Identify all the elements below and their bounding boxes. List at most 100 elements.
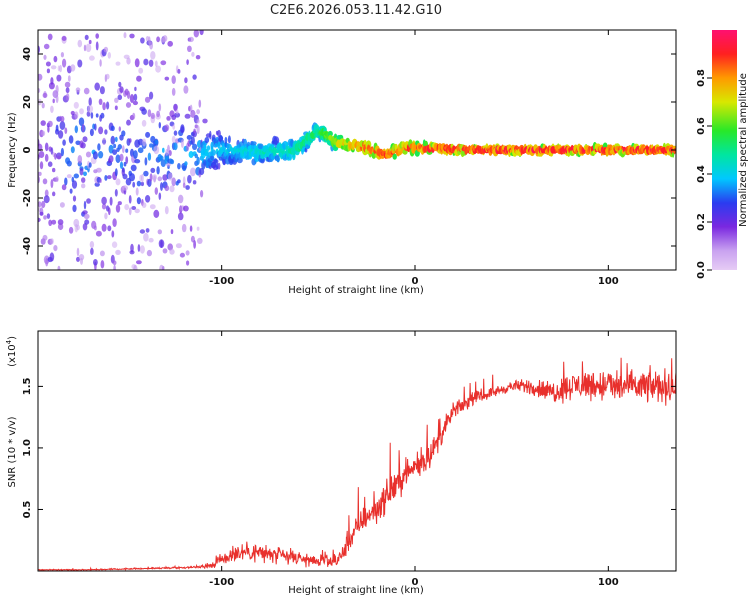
spectrogram-cell — [102, 102, 106, 111]
spectrogram-cell — [148, 237, 154, 243]
spectrogram-cell — [74, 111, 79, 120]
spectrogram-cell — [202, 118, 208, 124]
spectrogram-cell — [95, 33, 99, 39]
spectrogram-cell — [48, 219, 53, 226]
spectrogram-cell — [109, 196, 113, 206]
spectrogram-cell — [79, 108, 84, 115]
spectrogram-cell — [173, 104, 178, 112]
spectrogram-cell — [43, 54, 47, 60]
spectrogram-cell — [77, 59, 83, 68]
spectrogram-cell — [204, 137, 210, 144]
spectrogram-cell — [194, 153, 198, 159]
spectrogram-cell — [122, 145, 125, 154]
spectrogram-cell — [156, 36, 161, 43]
spectrogram-ytick-label: -40 — [22, 237, 33, 255]
spectrogram-cell — [143, 58, 149, 66]
spectrogram-cell — [50, 77, 54, 85]
spectrogram-cell — [152, 174, 158, 181]
spectrogram-cell — [133, 264, 138, 270]
spectrogram-ticks: -100 0 100 -40 -20 0 20 40 — [22, 30, 676, 287]
spectrogram-cell — [54, 152, 57, 160]
spectrogram-cell — [104, 175, 108, 181]
spectrogram-cell — [52, 167, 56, 173]
spectrogram-cell — [82, 136, 88, 143]
spectrogram-cell — [57, 265, 61, 270]
spectrogram-cell — [173, 130, 178, 136]
spectrogram-cell — [87, 104, 94, 113]
spectrogram-cell — [112, 218, 117, 228]
spectrogram-cell — [167, 243, 173, 251]
spectrogram-cell — [126, 57, 131, 65]
snr-multiplier-base: (x10 — [7, 344, 18, 367]
spectrogram-cell — [166, 116, 171, 121]
spectrogram-cell — [158, 192, 162, 200]
spectrogram-cell — [182, 176, 186, 185]
spectrogram-cell — [133, 150, 138, 159]
spectrogram-cell — [115, 178, 121, 186]
spectrogram-cell — [115, 204, 121, 213]
spectrogram-cell — [180, 124, 185, 133]
spectrogram-cell — [126, 90, 131, 99]
spectrogram-cell — [140, 181, 144, 187]
spectrogram-cell — [82, 210, 88, 215]
spectrogram-ytick-label: 20 — [22, 95, 33, 109]
spectrogram-cell — [146, 249, 152, 257]
spectrogram-cell — [38, 217, 41, 223]
spectrogram-cell — [82, 223, 88, 231]
spectrogram-cell — [177, 212, 184, 221]
spectrogram-cell — [177, 69, 181, 74]
spectrogram-cell — [90, 112, 94, 119]
spectrogram-cell — [206, 145, 211, 151]
spectrogram-cell — [145, 228, 150, 233]
spectrogram-cell — [132, 181, 136, 188]
snr-xtick-label: -100 — [209, 577, 234, 588]
spectrogram-cell — [62, 58, 67, 68]
snr-xlabel: Height of straight line (km) — [288, 585, 424, 596]
spectrogram-cell — [107, 225, 112, 232]
spectrogram-cell — [211, 149, 216, 156]
spectrogram-cell — [196, 109, 201, 115]
colorbar-label: Normalized spectral amplitude — [738, 73, 749, 227]
spectrogram-cell — [169, 159, 175, 165]
spectrogram-cell — [95, 41, 99, 51]
spectrogram-cell — [187, 45, 192, 52]
spectrogram-cell — [105, 73, 110, 80]
spectrogram-cell — [84, 219, 90, 225]
spectrogram-cell — [136, 197, 141, 205]
spectrogram-cell — [101, 203, 107, 210]
spectrogram-cell — [77, 155, 83, 164]
spectrogram-cell — [60, 147, 64, 157]
spectrogram-cell — [145, 131, 151, 138]
spectrogram-cell — [125, 148, 129, 153]
spectrogram-cell — [196, 119, 200, 124]
spectrogram-cell — [111, 241, 118, 248]
spectrogram-cell — [122, 185, 128, 191]
spectrogram-cell — [75, 87, 81, 93]
spectrogram-cell — [184, 161, 188, 167]
spectrogram-cell — [64, 177, 68, 186]
spectrogram-cell — [193, 30, 199, 38]
spectrogram-cell — [110, 125, 115, 132]
spectrogram-cell — [141, 119, 147, 127]
spectrogram-cell — [75, 140, 81, 146]
spectrogram-cell — [144, 96, 151, 103]
spectrogram-cell — [106, 101, 110, 110]
spectrogram-cell — [188, 36, 194, 43]
spectrogram-cell — [81, 183, 86, 189]
spectrogram-cell — [191, 51, 195, 57]
spectrogram-cell — [42, 234, 48, 241]
spectrogram-cell — [157, 229, 162, 235]
spectrogram-cell — [141, 173, 144, 183]
spectrogram-cell — [66, 174, 72, 179]
spectrogram-cell — [156, 166, 160, 175]
spectrogram-cell — [174, 112, 181, 118]
spectrogram-cell — [47, 125, 50, 133]
spectrogram-cell — [199, 167, 205, 176]
spectrogram-cell — [89, 241, 95, 249]
spectrogram-cell — [130, 164, 137, 172]
spectrogram-ytick-label: -20 — [22, 189, 33, 207]
spectrogram-cell — [158, 103, 162, 112]
spectrogram-cell — [44, 189, 49, 197]
spectrogram-cell — [210, 155, 214, 161]
